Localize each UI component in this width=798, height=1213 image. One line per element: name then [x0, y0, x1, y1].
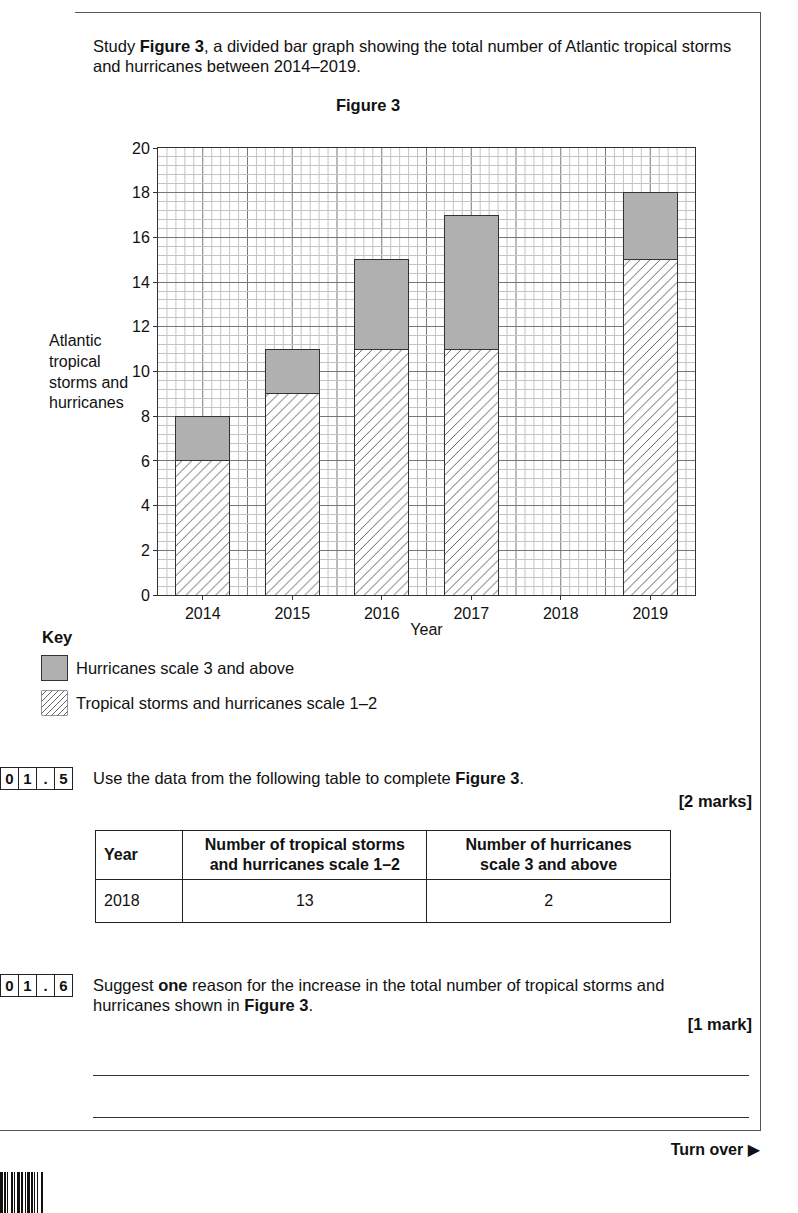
- html-text:0: 0: [5, 770, 14, 787]
- html-text:Year: Year: [104, 846, 138, 863]
- svg-text:2017: 2017: [453, 605, 489, 622]
- html-text:1: 1: [23, 977, 32, 994]
- svg-text:2019: 2019: [632, 605, 668, 622]
- svg-text:8: 8: [141, 408, 150, 425]
- html-text:Key: Key: [42, 628, 73, 646]
- html-text:[1 mark]: [1 mark]: [687, 1015, 752, 1033]
- html-text:Suggest one reason for the inc: Suggest one reason for the increase in t…: [93, 976, 665, 1014]
- svg-text:18: 18: [132, 184, 150, 201]
- svg-text:2015: 2015: [274, 605, 310, 622]
- html-text:Tropical storms and hurricanes: Tropical storms and hurricanes scale 1–2: [76, 694, 378, 712]
- html-text:5: 5: [59, 770, 68, 787]
- html-text:0: 0: [5, 977, 14, 994]
- svg-text:Atlantictropicalstorms andhurr: Atlantictropicalstorms andhurricanes: [49, 332, 128, 411]
- html-text:Figure 3: Figure 3: [335, 96, 401, 114]
- svg-text:16: 16: [132, 229, 150, 246]
- svg-text:2016: 2016: [364, 605, 400, 622]
- html-text:Number of hurricanes scale 3 a: Number of hurricanes scale 3 and above: [465, 836, 632, 873]
- svg-text:10: 10: [132, 363, 150, 380]
- html-text:Hurricanes scale 3 and above: Hurricanes scale 3 and above: [76, 659, 295, 677]
- svg-text:Year: Year: [410, 621, 443, 638]
- html-text:2018: 2018: [104, 892, 140, 909]
- svg-text:0: 0: [141, 587, 150, 604]
- svg-text:2014: 2014: [185, 605, 221, 622]
- html-text:1: 1: [23, 770, 32, 787]
- svg-text:6: 6: [141, 453, 150, 470]
- html-text:Use the data from the followin: Use the data from the following table to…: [93, 769, 525, 787]
- html-text:Number of tropical storms and: Number of tropical storms and hurricanes…: [204, 836, 405, 873]
- svg-text:2: 2: [141, 542, 150, 559]
- html-text:Turn over ▶: Turn over ▶: [670, 1141, 760, 1158]
- html-text:13: 13: [295, 892, 314, 909]
- svg-text:12: 12: [132, 318, 150, 335]
- svg-text:20: 20: [132, 140, 150, 157]
- html-text:Study Figure 3, a divided bar: Study Figure 3, a divided bar graph show…: [93, 37, 732, 75]
- html-text:[2 marks]: [2 marks]: [678, 792, 752, 810]
- html-text:2: 2: [544, 892, 553, 909]
- svg-text:2018: 2018: [543, 605, 579, 622]
- svg-text:4: 4: [141, 497, 150, 514]
- html-text:6: 6: [59, 977, 68, 994]
- svg-text:14: 14: [132, 274, 150, 291]
